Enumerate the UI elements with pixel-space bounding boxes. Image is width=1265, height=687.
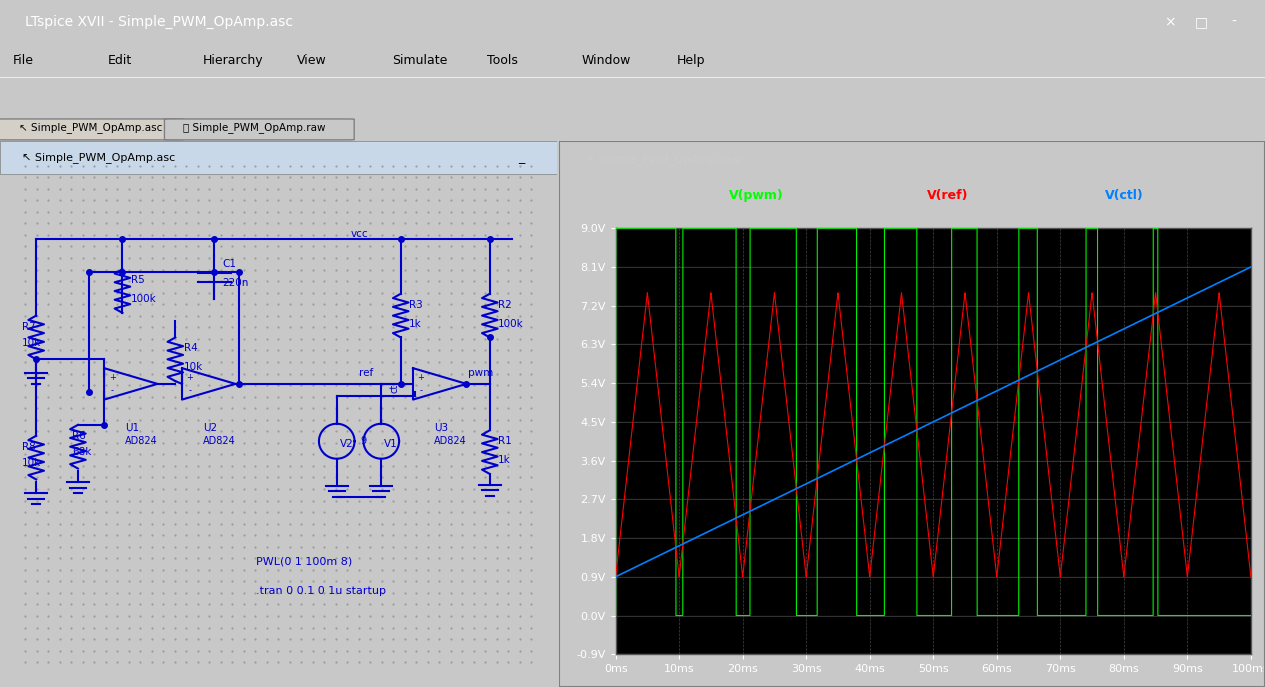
Text: AD824: AD824 bbox=[434, 436, 467, 447]
Text: +: + bbox=[109, 373, 115, 382]
FancyBboxPatch shape bbox=[164, 119, 354, 140]
Text: .tran 0 0.1 0 1u startup: .tran 0 0.1 0 1u startup bbox=[256, 587, 386, 596]
Text: R6: R6 bbox=[72, 431, 86, 441]
Text: +: + bbox=[186, 373, 194, 382]
Text: ↖ Simple_PWM_OpAmp.asc: ↖ Simple_PWM_OpAmp.asc bbox=[23, 152, 176, 163]
FancyBboxPatch shape bbox=[0, 119, 183, 140]
Text: 10k: 10k bbox=[23, 458, 42, 468]
Text: 🔴 Simple_PWM_OpAmp.raw: 🔴 Simple_PWM_OpAmp.raw bbox=[183, 122, 326, 133]
Text: 220n: 220n bbox=[223, 278, 249, 288]
Text: U1: U1 bbox=[125, 423, 139, 433]
Text: 10k: 10k bbox=[183, 363, 202, 372]
Text: Window: Window bbox=[582, 54, 631, 67]
Text: -: - bbox=[420, 385, 423, 394]
Text: PWL(0 1 100m 8): PWL(0 1 100m 8) bbox=[256, 556, 352, 566]
Text: +: + bbox=[417, 373, 425, 382]
Text: 10k: 10k bbox=[23, 338, 42, 348]
Text: V2: V2 bbox=[339, 439, 353, 449]
Text: V1: V1 bbox=[385, 439, 397, 449]
Text: ×: × bbox=[1164, 15, 1176, 30]
Text: C1: C1 bbox=[223, 259, 237, 269]
Text: Simulate: Simulate bbox=[392, 54, 448, 67]
Text: 1k: 1k bbox=[498, 455, 511, 465]
Text: R5: R5 bbox=[130, 275, 144, 285]
Text: 100k: 100k bbox=[498, 319, 524, 329]
Text: R1: R1 bbox=[498, 436, 512, 447]
Text: U3: U3 bbox=[434, 423, 448, 433]
Text: R2: R2 bbox=[498, 300, 512, 310]
Text: Help: Help bbox=[677, 54, 706, 67]
Text: R4: R4 bbox=[183, 344, 197, 353]
Text: ref: ref bbox=[359, 368, 373, 378]
FancyBboxPatch shape bbox=[0, 141, 557, 174]
Text: AD824: AD824 bbox=[125, 436, 158, 447]
Text: ⚡ Simple_PWM_OpAmp.raw: ⚡ Simple_PWM_OpAmp.raw bbox=[587, 155, 741, 166]
Text: -: - bbox=[188, 385, 191, 394]
Text: ctl: ctl bbox=[390, 381, 400, 392]
Text: 9: 9 bbox=[361, 436, 367, 447]
Text: Edit: Edit bbox=[108, 54, 132, 67]
Text: File: File bbox=[13, 54, 34, 67]
Text: R8: R8 bbox=[23, 442, 35, 451]
Text: Hierarchy: Hierarchy bbox=[202, 54, 263, 67]
Text: vcc: vcc bbox=[350, 229, 368, 238]
Text: 100k: 100k bbox=[130, 294, 157, 304]
Text: ↖ Simple_PWM_OpAmp.asc: ↖ Simple_PWM_OpAmp.asc bbox=[19, 122, 162, 133]
Text: V(ctl): V(ctl) bbox=[1104, 189, 1144, 202]
Text: R3: R3 bbox=[409, 300, 423, 310]
Text: View: View bbox=[297, 54, 328, 67]
Text: AD824: AD824 bbox=[204, 436, 235, 447]
Text: -: - bbox=[1231, 15, 1236, 30]
Text: □: □ bbox=[1195, 15, 1208, 30]
Text: -: - bbox=[110, 385, 114, 394]
Text: LTspice XVII - Simple_PWM_OpAmp.asc: LTspice XVII - Simple_PWM_OpAmp.asc bbox=[25, 15, 293, 30]
Text: U2: U2 bbox=[204, 423, 218, 433]
Text: _: _ bbox=[517, 150, 524, 164]
Text: pwm: pwm bbox=[468, 368, 493, 378]
Text: 68k: 68k bbox=[72, 447, 92, 457]
Text: V(ref): V(ref) bbox=[926, 189, 968, 202]
Text: V(pwm): V(pwm) bbox=[730, 189, 784, 202]
Text: Tools: Tools bbox=[487, 54, 517, 67]
Text: 1k: 1k bbox=[409, 319, 421, 329]
Text: R7: R7 bbox=[23, 322, 35, 332]
